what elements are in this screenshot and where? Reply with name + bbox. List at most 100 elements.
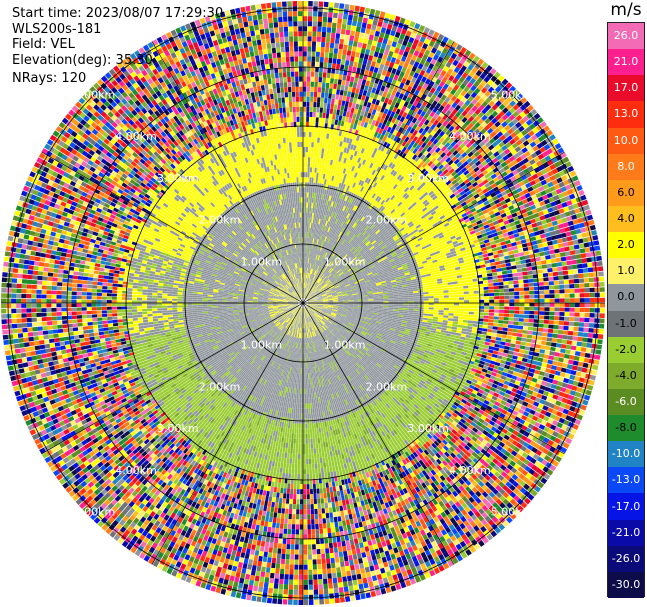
velocity-gate [307, 26, 312, 32]
velocity-gate [355, 114, 360, 120]
velocity-gate [315, 208, 318, 214]
velocity-gate [466, 273, 472, 277]
velocity-gate [470, 269, 477, 273]
velocity-gate [349, 154, 354, 161]
velocity-gate [353, 36, 359, 42]
velocity-gate [358, 152, 363, 159]
velocity-gate [378, 111, 384, 118]
velocity-gate [577, 263, 583, 269]
velocity-gate [370, 146, 375, 153]
velocity-gate [368, 55, 374, 61]
velocity-gate [597, 266, 604, 272]
velocity-gate [341, 79, 346, 86]
velocity-gate [360, 169, 365, 176]
velocity-gate [312, 36, 317, 42]
velocity-gate [323, 252, 327, 258]
velocity-gate [509, 238, 516, 243]
velocity-gate [369, 81, 375, 88]
velocity-gate [549, 230, 556, 236]
velocity-gate [568, 245, 575, 251]
velocity-gate [387, 88, 393, 95]
velocity-gate [382, 54, 388, 61]
velocity-gate [328, 195, 332, 201]
velocity-gate [336, 219, 340, 225]
velocity-gate [312, 238, 315, 244]
velocity-gate [345, 201, 350, 208]
velocity-gate [402, 39, 408, 47]
velocity-gate [304, 288, 306, 294]
velocity-gate [376, 73, 382, 80]
velocity-gate [351, 165, 355, 172]
velocity-gate [354, 56, 360, 63]
velocity-gate [351, 171, 356, 177]
velocity-gate [431, 279, 438, 283]
velocity-gate [334, 207, 338, 214]
velocity-gate [314, 76, 319, 83]
velocity-gate [340, 120, 345, 127]
velocity-gate [497, 274, 503, 279]
velocity-gate [328, 12, 333, 18]
velocity-gate [357, 120, 362, 126]
velocity-gate [529, 232, 536, 238]
velocity-gate [427, 284, 433, 288]
velocity-gate [323, 225, 327, 231]
velocity-gate [375, 62, 381, 69]
velocity-gate [319, 56, 324, 63]
velocity-gate [375, 126, 381, 133]
velocity-gate [362, 159, 367, 165]
velocity-gate [305, 141, 309, 148]
velocity-gate [324, 236, 327, 242]
velocity-gate [332, 180, 336, 187]
velocity-gate [335, 130, 340, 136]
velocity-gate [307, 162, 311, 168]
velocity-gate [305, 237, 307, 243]
velocity-gate [316, 265, 319, 271]
velocity-gate [306, 257, 308, 263]
velocity-gate [327, 174, 330, 180]
velocity-gate [311, 66, 315, 72]
velocity-gate [371, 98, 377, 105]
velocity-gate [350, 144, 354, 150]
velocity-gate [366, 23, 372, 30]
velocity-gate [394, 47, 400, 54]
velocity-gate [483, 283, 489, 287]
velocity-gate [373, 104, 379, 111]
velocity-gate [480, 264, 486, 268]
velocity-gate [363, 100, 368, 107]
velocity-gate [363, 148, 368, 155]
velocity-gate [308, 6, 313, 12]
velocity-gate [303, 242, 305, 248]
velocity-gate [341, 115, 346, 122]
velocity-gate [305, 267, 306, 273]
velocity-gate [381, 69, 387, 76]
velocity-gate [461, 274, 467, 278]
velocity-gate [366, 155, 371, 162]
velocity-gate [318, 173, 321, 179]
velocity-gate [536, 265, 543, 270]
velocity-gate [531, 240, 538, 246]
velocity-gate [384, 12, 391, 19]
velocity-gate [562, 270, 569, 276]
velocity-gate [305, 157, 308, 163]
velocity-gate [315, 51, 320, 57]
velocity-gate [344, 85, 349, 92]
velocity-gate [503, 281, 509, 285]
velocity-gate [379, 117, 385, 124]
velocity-gate [402, 290, 409, 293]
velocity-gate [331, 22, 337, 29]
velocity-gate [328, 52, 334, 59]
velocity-gate [325, 153, 329, 160]
velocity-gate [399, 82, 405, 89]
velocity-gate [412, 288, 419, 292]
velocity-gate [333, 104, 338, 110]
velocity-gate [306, 278, 309, 284]
velocity-gate [351, 139, 356, 145]
velocity-gate [369, 65, 375, 72]
velocity-gate [305, 272, 307, 279]
velocity-gate [352, 161, 357, 167]
velocity-gate [318, 250, 321, 256]
velocity-gate [328, 154, 332, 160]
velocity-gate [394, 58, 401, 65]
velocity-gate [354, 140, 359, 146]
velocity-gate [337, 220, 342, 226]
